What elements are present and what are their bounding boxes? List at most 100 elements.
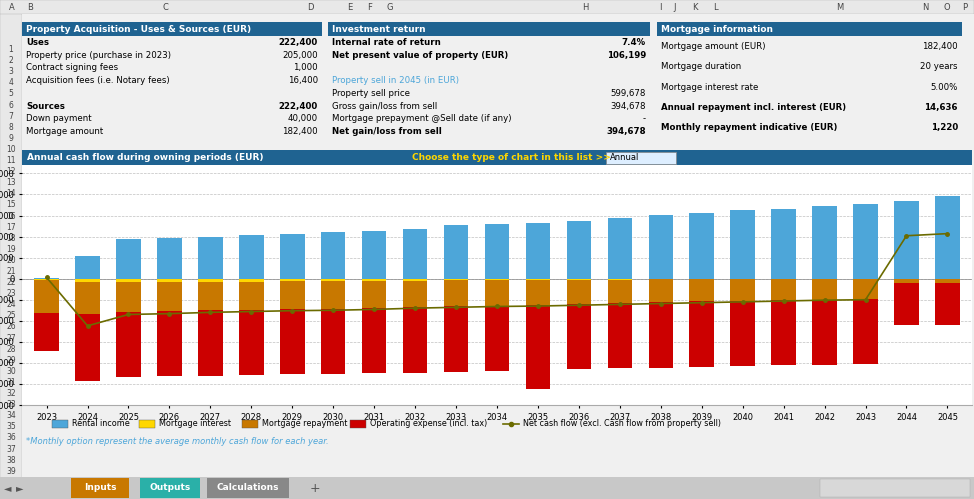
Bar xyxy=(606,152,676,164)
Text: Uses: Uses xyxy=(26,38,49,47)
Bar xyxy=(116,239,141,278)
Bar xyxy=(444,280,468,306)
Bar xyxy=(242,420,258,428)
Text: O: O xyxy=(944,2,951,11)
Bar xyxy=(22,22,322,36)
Bar xyxy=(690,301,714,367)
Bar xyxy=(690,279,714,301)
Text: 14,636: 14,636 xyxy=(924,103,958,112)
Text: 222,400: 222,400 xyxy=(279,38,318,47)
Text: J: J xyxy=(674,2,676,11)
Text: Sources: Sources xyxy=(26,102,65,111)
Text: Mortgage information: Mortgage information xyxy=(661,24,773,33)
Text: 205,000: 205,000 xyxy=(282,50,318,59)
Bar xyxy=(157,238,182,278)
Text: I: I xyxy=(658,2,661,11)
Bar xyxy=(362,231,387,278)
Text: 599,678: 599,678 xyxy=(611,89,646,98)
Bar xyxy=(690,213,714,278)
Bar xyxy=(403,307,428,373)
Text: ◄: ◄ xyxy=(4,483,12,493)
Text: Mortgage interest rate: Mortgage interest rate xyxy=(661,82,759,91)
Text: Annual: Annual xyxy=(611,153,640,162)
Text: 18: 18 xyxy=(6,234,16,243)
Bar xyxy=(812,206,837,278)
Text: 34: 34 xyxy=(6,411,16,420)
Bar xyxy=(403,278,428,281)
Text: 19: 19 xyxy=(6,245,16,254)
Text: 222,400: 222,400 xyxy=(279,102,318,111)
Text: 12: 12 xyxy=(6,167,16,176)
Bar xyxy=(444,306,468,372)
Text: Inputs: Inputs xyxy=(84,484,116,493)
Bar xyxy=(239,281,264,310)
Text: 20 years: 20 years xyxy=(920,62,958,71)
Text: Mortgage amount (EUR): Mortgage amount (EUR) xyxy=(661,42,766,51)
Bar xyxy=(894,283,918,325)
Bar xyxy=(730,278,755,300)
Bar xyxy=(362,281,387,308)
Bar xyxy=(608,303,632,368)
Bar xyxy=(320,308,346,374)
Bar xyxy=(485,280,509,306)
Text: 40: 40 xyxy=(6,478,16,487)
Bar xyxy=(567,221,591,278)
Bar xyxy=(362,278,387,281)
Bar xyxy=(207,478,289,498)
Text: K: K xyxy=(693,2,697,11)
Text: 22: 22 xyxy=(6,278,16,287)
Bar xyxy=(239,278,264,281)
Bar xyxy=(608,218,632,278)
Bar xyxy=(812,300,837,365)
Bar xyxy=(75,314,99,381)
Text: Annual cash flow during owning periods (EUR): Annual cash flow during owning periods (… xyxy=(27,153,264,162)
Bar xyxy=(320,278,346,281)
Bar xyxy=(71,478,129,498)
Bar xyxy=(894,201,918,278)
Bar xyxy=(608,279,632,303)
Text: Gross gain/loss from sell: Gross gain/loss from sell xyxy=(332,102,437,111)
Text: 21: 21 xyxy=(6,267,16,276)
Bar xyxy=(730,211,755,278)
Text: *Monthly option represent the average monthly cash flow for each year.: *Monthly option represent the average mo… xyxy=(26,437,328,446)
Bar xyxy=(444,278,468,280)
Text: 40,000: 40,000 xyxy=(288,114,318,123)
Bar xyxy=(894,278,918,283)
Text: 9: 9 xyxy=(9,134,14,143)
Bar xyxy=(198,281,223,310)
Text: Choose the type of chart in this list >>: Choose the type of chart in this list >> xyxy=(411,153,611,162)
Text: 6: 6 xyxy=(9,100,14,110)
Text: 33: 33 xyxy=(6,400,16,409)
Text: 30: 30 xyxy=(6,367,16,376)
Bar xyxy=(280,309,305,374)
Text: 31: 31 xyxy=(6,378,16,387)
Text: Monthly repayment indicative (EUR): Monthly repayment indicative (EUR) xyxy=(661,123,838,132)
Text: 106,199: 106,199 xyxy=(607,50,646,59)
Text: H: H xyxy=(581,2,588,11)
Text: 10: 10 xyxy=(6,145,16,154)
Bar xyxy=(75,282,99,314)
Bar xyxy=(116,311,141,377)
Text: 5.00%: 5.00% xyxy=(930,82,958,91)
Text: 1,000: 1,000 xyxy=(293,63,318,72)
Text: Contract signing fees: Contract signing fees xyxy=(26,63,118,72)
Text: A: A xyxy=(9,2,15,11)
Bar xyxy=(567,278,591,279)
Bar xyxy=(935,278,959,283)
Bar xyxy=(567,279,591,304)
Text: G: G xyxy=(387,2,393,11)
Bar xyxy=(526,280,550,305)
Bar xyxy=(526,305,550,389)
Text: Net gain/loss from sell: Net gain/loss from sell xyxy=(332,127,442,136)
Bar xyxy=(198,237,223,278)
Text: 35: 35 xyxy=(6,422,16,431)
Text: Down payment: Down payment xyxy=(26,114,92,123)
Bar xyxy=(853,278,878,299)
Text: D: D xyxy=(307,2,314,11)
Text: 182,400: 182,400 xyxy=(282,127,318,136)
Bar xyxy=(657,22,962,36)
Bar xyxy=(526,278,550,280)
Text: Mortgage duration: Mortgage duration xyxy=(661,62,741,71)
Bar xyxy=(649,279,673,302)
Text: 394,678: 394,678 xyxy=(607,127,646,136)
